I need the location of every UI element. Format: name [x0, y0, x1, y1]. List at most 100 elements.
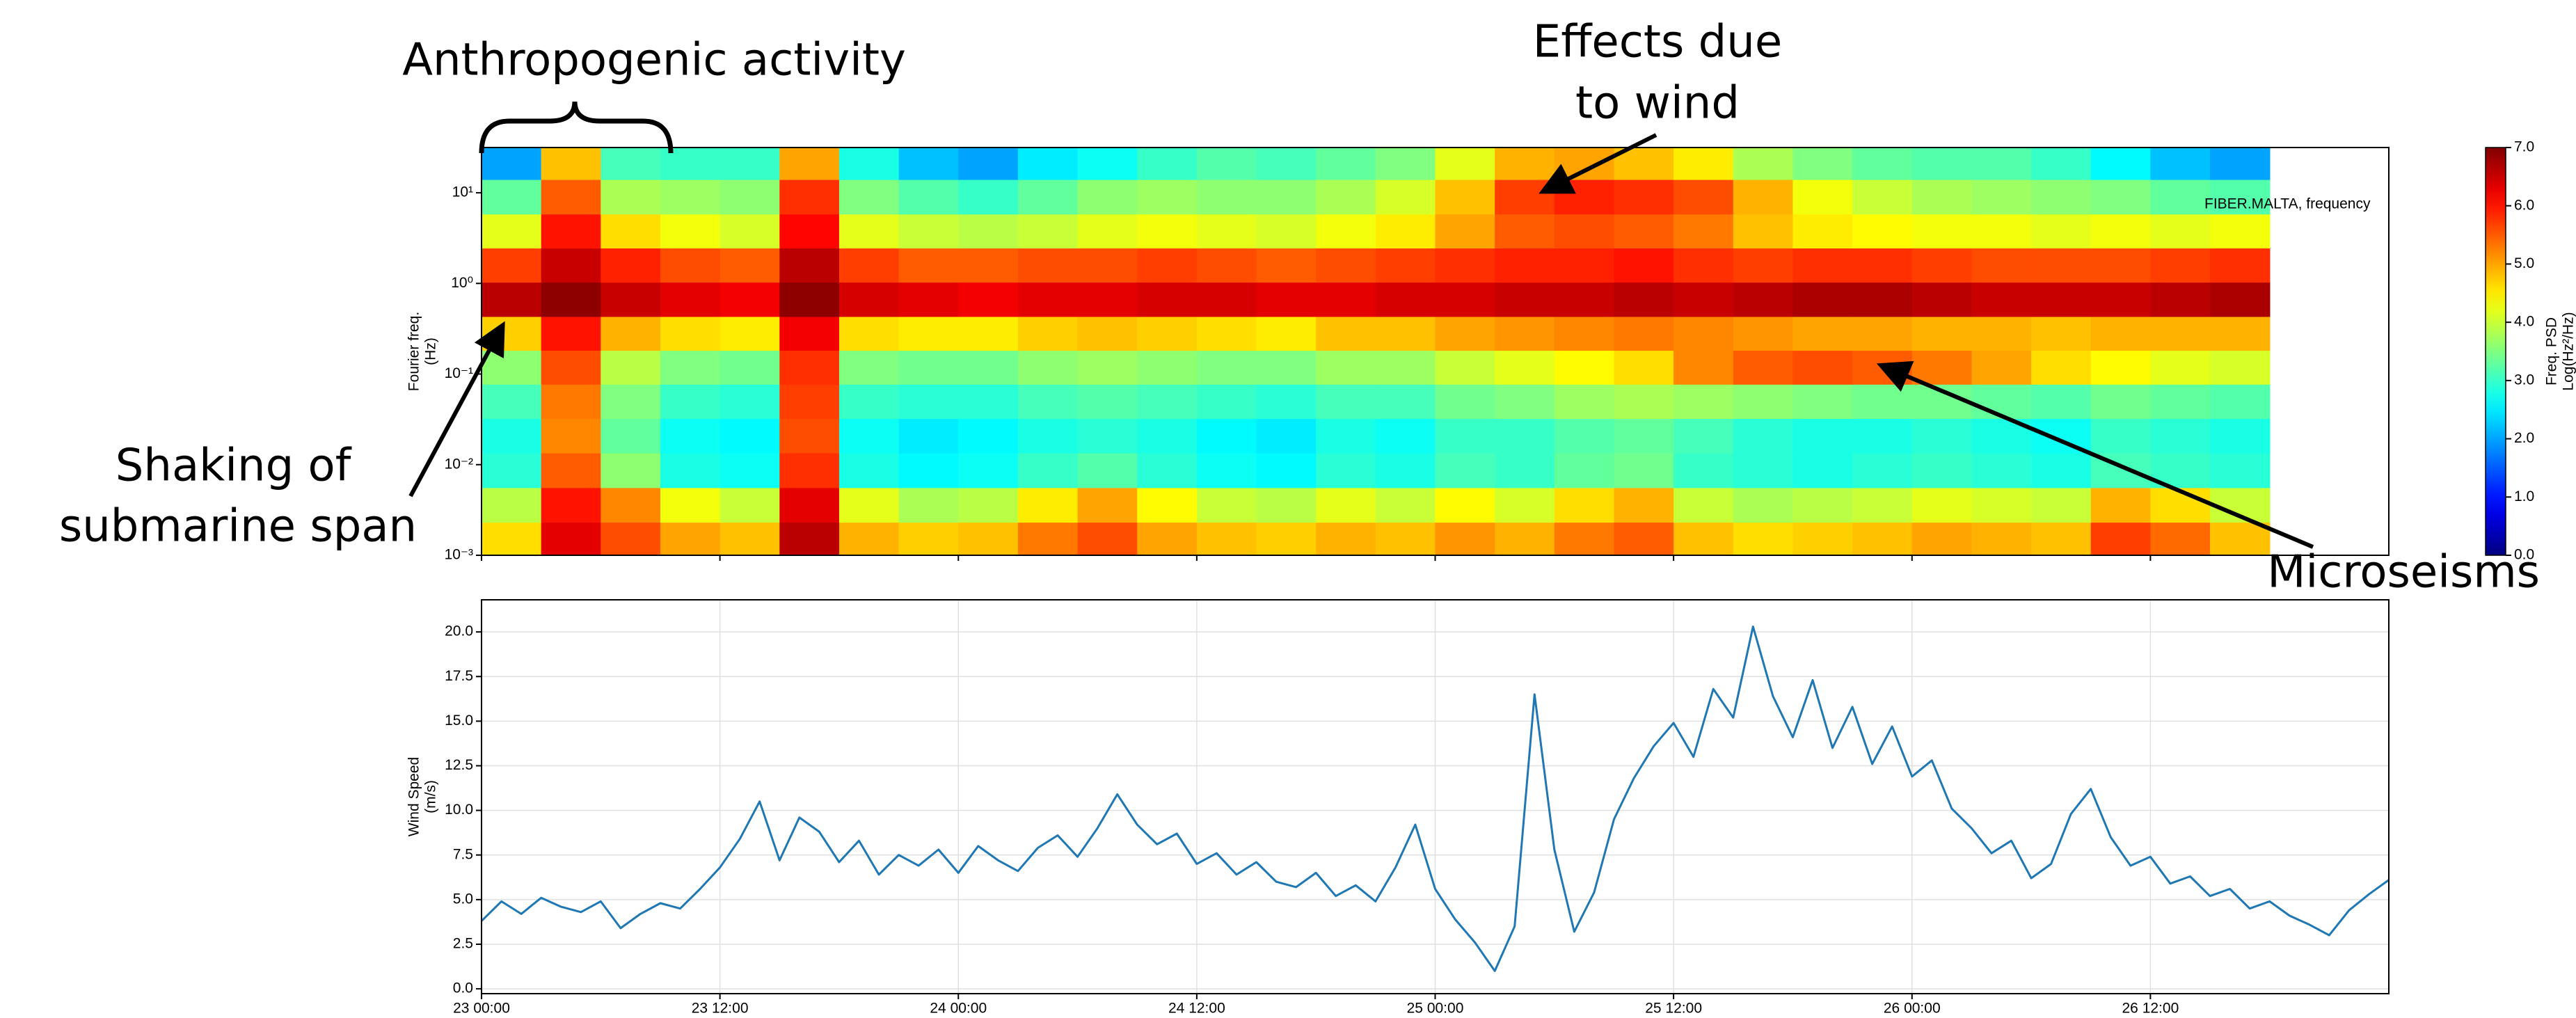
colorbar-tick-label: 6.0: [2514, 197, 2534, 213]
heatmap-cell: [719, 148, 781, 180]
heatmap-cell: [1435, 383, 1495, 420]
heatmap-cell: [660, 487, 721, 523]
heatmap-cell: [1733, 487, 1794, 523]
heatmap-cell: [1137, 350, 1198, 385]
y-tick-label: 15.0: [445, 713, 473, 729]
heatmap-cell: [1495, 383, 1555, 420]
heatmap-cell: [1495, 248, 1555, 283]
heatmap-cell: [660, 350, 721, 385]
heatmap-cell: [2031, 452, 2092, 488]
heatmap-cell: [1911, 316, 1973, 351]
heatmap-cell: [482, 148, 542, 180]
heatmap-cell: [1077, 214, 1138, 249]
heatmap-cell: [1495, 418, 1555, 454]
heatmap-cell: [779, 148, 840, 180]
heatmap-cell: [1554, 248, 1615, 283]
heatmap-cell: [2090, 214, 2152, 249]
heatmap-cell: [898, 282, 960, 317]
x-tick-label: 23 12:00: [692, 1001, 749, 1017]
y-tick-label: 10¹: [452, 184, 473, 200]
heatmap-cell: [1256, 214, 1317, 249]
heatmap-cell: [1614, 452, 1674, 488]
heatmap-cell: [601, 179, 661, 215]
heatmap-cell: [719, 248, 781, 283]
heatmap-cell: [660, 248, 721, 283]
heatmap-cell: [1911, 248, 1973, 283]
heatmap-cell: [1435, 350, 1495, 385]
heatmap-cell: [1495, 522, 1555, 555]
heatmap-cell: [1375, 316, 1436, 351]
heatmap-cell: [1196, 383, 1257, 420]
heatmap-cell: [1733, 522, 1794, 555]
heatmap-cell: [1852, 452, 1913, 488]
annotation: submarine span: [59, 501, 417, 552]
annotation: Anthropogenic activity: [402, 35, 906, 86]
heatmap-cell: [1971, 487, 2032, 523]
heatmap-cell: [1733, 248, 1794, 283]
heatmap-cell: [1733, 282, 1794, 317]
heatmap-cell: [1792, 522, 1853, 555]
heatmap-cell: [2150, 418, 2211, 454]
heatmap-cell: [1852, 179, 1913, 215]
heatmap-cell: [601, 522, 661, 555]
heatmap-cell: [2210, 383, 2271, 420]
heatmap-cell: [1495, 487, 1555, 523]
heatmap-cell: [2031, 282, 2092, 317]
heatmap-cell: [1733, 383, 1794, 420]
heatmap-cell: [1137, 316, 1198, 351]
heatmap-cell: [1435, 452, 1495, 488]
heatmap-cell: [958, 418, 1019, 454]
heatmap-cell: [1077, 148, 1138, 180]
heatmap-cell: [958, 248, 1019, 283]
heatmap-cell: [898, 522, 960, 555]
x-tick-label: 25 12:00: [1645, 1001, 1702, 1017]
heatmap-cell: [958, 179, 1019, 215]
heatmap-cell: [2090, 418, 2152, 454]
heatmap-cell: [482, 179, 542, 215]
heatmap-cell: [1375, 452, 1436, 488]
colorbar-tick-label: 1.0: [2514, 488, 2534, 504]
heatmap-cell: [660, 383, 721, 420]
heatmap-cell: [2090, 487, 2152, 523]
heatmap-cell: [1375, 487, 1436, 523]
heatmap-cell: [838, 316, 900, 351]
heatmap-cell: [719, 452, 781, 488]
heatmap-cell: [1852, 522, 1913, 555]
heatmap-cell: [2210, 522, 2271, 555]
heatmap-cell: [1435, 282, 1495, 317]
heatmap-cell: [1911, 487, 1973, 523]
heatmap-cell: [1733, 148, 1794, 180]
heatmap-cell: [1554, 179, 1615, 215]
heatmap-cell: [958, 214, 1019, 249]
heatmap-cell: [1077, 316, 1138, 351]
plot-annotation: FIBER.MALTA, frequency: [2204, 196, 2371, 212]
heatmap-cell: [1196, 248, 1257, 283]
heatmap-cell: [1554, 418, 1615, 454]
heatmap-cell: [1256, 522, 1317, 555]
heatmap-cell: [1911, 282, 1973, 317]
heatmap-cell: [1435, 248, 1495, 283]
heatmap-cell: [898, 383, 960, 420]
heatmap-cell: [1792, 214, 1853, 249]
heatmap-cell: [1495, 214, 1555, 249]
heatmap-cell: [838, 248, 900, 283]
heatmap-cell: [1792, 452, 1853, 488]
heatmap-cell: [1196, 487, 1257, 523]
y-axis-label: (Hz): [423, 337, 439, 365]
heatmap-cell: [601, 248, 661, 283]
heatmap-cell: [1495, 148, 1555, 180]
heatmap-cell: [838, 487, 900, 523]
heatmap-cell: [1733, 316, 1794, 351]
heatmap-cell: [1017, 487, 1079, 523]
heatmap-cell: [1316, 383, 1376, 420]
heatmap-cell: [1017, 522, 1079, 555]
heatmap-cell: [1792, 282, 1853, 317]
heatmap-cell: [1017, 148, 1079, 180]
heatmap-cell: [1614, 282, 1674, 317]
colorbar-tick-label: 7.0: [2514, 139, 2534, 155]
heatmap-cell: [1316, 214, 1376, 249]
heatmap-cell: [1137, 383, 1198, 420]
heatmap-cell: [482, 452, 542, 488]
heatmap-cell: [1911, 350, 1973, 385]
heatmap-cell: [1316, 179, 1376, 215]
